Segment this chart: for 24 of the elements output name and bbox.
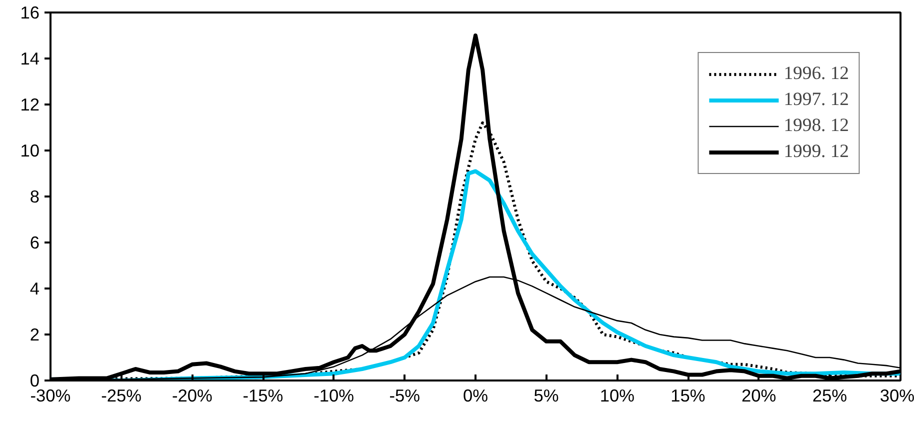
x-tick-label: -5% [389,386,420,406]
y-tick-label: 10 [20,140,40,160]
legend-label: 1999. 12 [784,141,849,163]
legend-label: 1996. 12 [784,63,849,85]
x-tick-label: -10% [314,386,354,406]
y-tick-label: 6 [30,232,40,252]
x-tick-label: 30% [880,386,914,406]
y-tick-label: 8 [30,186,40,206]
y-tick-label: 14 [20,48,40,68]
legend-label: 1998. 12 [784,115,849,137]
x-tick-label: -25% [101,386,142,406]
y-tick-label: 2 [30,324,40,344]
x-tick-label: 20% [741,386,776,406]
x-tick-label: 0% [462,386,488,406]
y-tick-label: 16 [20,2,40,22]
legend-label: 1997. 12 [784,89,849,111]
x-tick-label: -15% [242,386,284,406]
x-tick-label: 5% [534,386,559,406]
y-tick-label: 12 [20,94,40,114]
x-tick-label: 15% [670,386,706,406]
x-tick-label: -20% [172,386,212,406]
x-tick-label: 25% [812,386,848,406]
y-tick-label: 4 [30,278,40,298]
x-tick-label: 10% [600,386,635,406]
